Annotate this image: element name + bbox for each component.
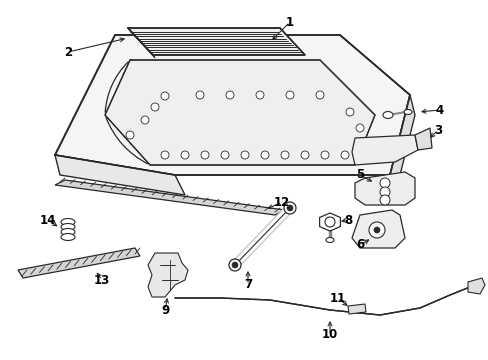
Polygon shape	[148, 253, 187, 297]
Polygon shape	[18, 248, 140, 278]
Circle shape	[126, 131, 134, 139]
Circle shape	[161, 92, 169, 100]
Polygon shape	[389, 95, 414, 195]
Text: 5: 5	[355, 168, 364, 181]
Polygon shape	[319, 213, 340, 231]
Circle shape	[368, 222, 384, 238]
Circle shape	[221, 151, 228, 159]
Circle shape	[315, 91, 324, 99]
Text: 4: 4	[435, 104, 443, 117]
Text: 9: 9	[161, 303, 169, 316]
Circle shape	[340, 151, 348, 159]
Circle shape	[225, 91, 234, 99]
Text: 12: 12	[273, 195, 289, 208]
Polygon shape	[128, 28, 305, 55]
Polygon shape	[347, 304, 365, 314]
Circle shape	[181, 151, 189, 159]
Circle shape	[325, 217, 334, 227]
Ellipse shape	[61, 234, 75, 240]
Circle shape	[301, 151, 308, 159]
Ellipse shape	[403, 109, 411, 114]
Circle shape	[373, 227, 379, 233]
Text: 10: 10	[321, 328, 337, 342]
Polygon shape	[105, 60, 374, 165]
Polygon shape	[55, 35, 409, 175]
Circle shape	[355, 124, 363, 132]
Text: 2: 2	[64, 45, 72, 58]
Circle shape	[286, 205, 292, 211]
Circle shape	[358, 143, 366, 151]
Circle shape	[201, 151, 208, 159]
Polygon shape	[351, 135, 417, 165]
Circle shape	[161, 151, 169, 159]
Text: 1: 1	[285, 15, 293, 28]
Text: 14: 14	[40, 213, 56, 226]
Polygon shape	[55, 180, 285, 215]
Circle shape	[281, 151, 288, 159]
Text: 13: 13	[94, 274, 110, 287]
Circle shape	[261, 151, 268, 159]
Ellipse shape	[382, 112, 392, 118]
Circle shape	[241, 151, 248, 159]
Ellipse shape	[325, 238, 333, 243]
Ellipse shape	[61, 229, 75, 235]
Polygon shape	[467, 278, 484, 294]
Circle shape	[256, 91, 264, 99]
Text: 3: 3	[433, 123, 441, 136]
Circle shape	[141, 116, 149, 124]
Text: 6: 6	[355, 238, 364, 252]
Text: 8: 8	[343, 213, 351, 226]
Text: 7: 7	[244, 279, 251, 292]
Circle shape	[231, 262, 238, 268]
Circle shape	[379, 195, 389, 205]
Circle shape	[346, 108, 353, 116]
Circle shape	[379, 187, 389, 197]
Text: 11: 11	[329, 292, 346, 305]
Circle shape	[196, 91, 203, 99]
Polygon shape	[55, 155, 184, 195]
Circle shape	[151, 103, 159, 111]
Polygon shape	[128, 28, 155, 58]
Polygon shape	[351, 210, 404, 248]
Circle shape	[285, 91, 293, 99]
Polygon shape	[354, 172, 414, 205]
Ellipse shape	[61, 224, 75, 230]
Polygon shape	[414, 128, 431, 150]
Circle shape	[284, 202, 295, 214]
Circle shape	[228, 259, 241, 271]
Circle shape	[379, 178, 389, 188]
Circle shape	[320, 151, 328, 159]
Ellipse shape	[61, 219, 75, 225]
